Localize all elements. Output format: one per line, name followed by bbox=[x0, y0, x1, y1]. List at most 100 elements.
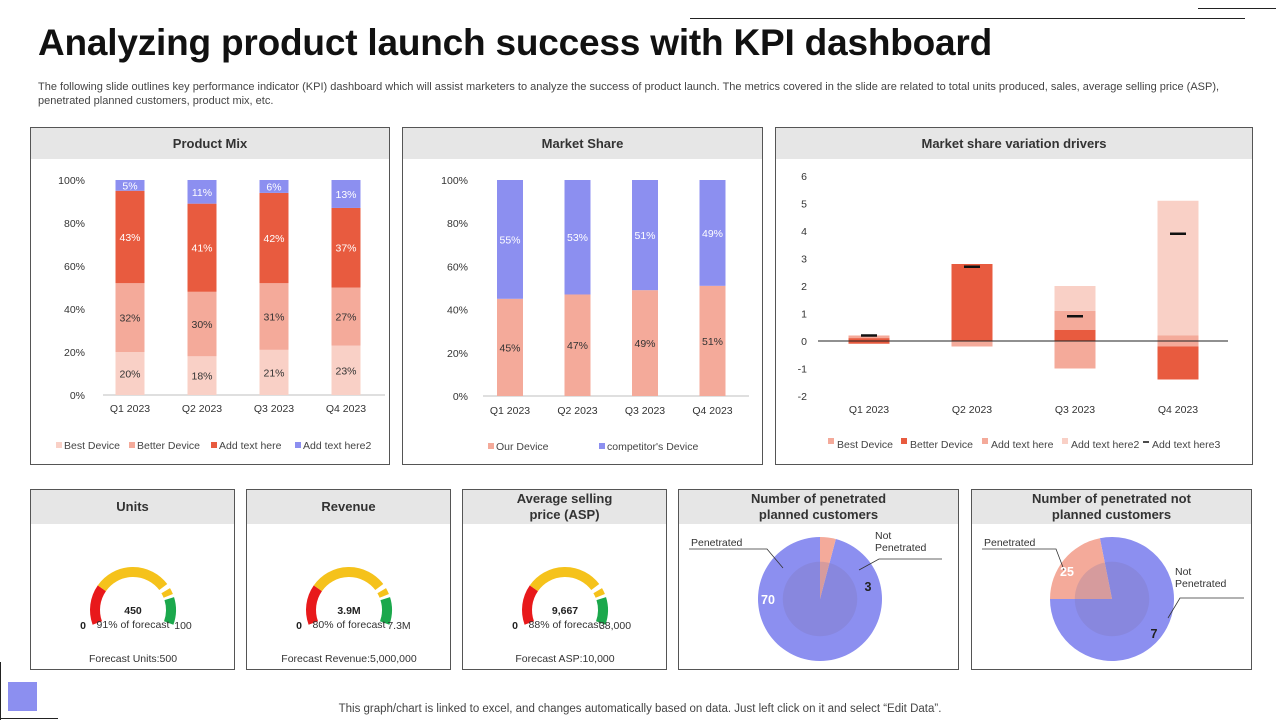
revenue-gauge[interactable]: 3.9M 80% of forecast 0 7.3M Forecast Revenue… bbox=[247, 490, 452, 671]
asp-gauge[interactable]: 9,667 88% of forecast 0 38,000 Forecast ASP:… bbox=[463, 490, 668, 671]
y-tick-label: 5 bbox=[801, 199, 807, 211]
not-planned-customers-panel[interactable]: Number of penetrated not planned custome… bbox=[971, 489, 1252, 670]
data-label: 5% bbox=[122, 180, 137, 192]
legend-label: Better Device bbox=[910, 439, 973, 451]
gauge-value: 9,667 bbox=[552, 605, 578, 617]
market-share-chart[interactable]: 0% 20% 40% 60% 80% 100% 45% 55% Q1 2023 47% 53% Q2 … bbox=[403, 128, 764, 466]
revenue-panel[interactable]: Revenue 3.9M 80% of forecast 0 7.3M Forecast… bbox=[246, 489, 451, 670]
market-share-panel[interactable]: Market Share 0% 20% 40% 60% 80% 100% 45% 55% Q1 … bbox=[402, 127, 763, 465]
top-decor-line bbox=[690, 18, 1245, 19]
asp-title: Average selling price (ASP) bbox=[463, 490, 666, 524]
legend-swatch bbox=[488, 443, 494, 449]
revenue-title: Revenue bbox=[247, 490, 450, 524]
legend-swatch bbox=[828, 438, 834, 444]
corner-decor-line-vertical bbox=[0, 662, 1, 720]
bar-segment bbox=[115, 352, 145, 395]
variation-drivers-chart[interactable]: -2 -1 0 1 2 3 4 5 6 Q1 2023 Q2 2023 Q3 2023 Q4 2023 B… bbox=[776, 128, 1254, 466]
planned-customers-panel[interactable]: Number of penetrated planned customers P… bbox=[678, 489, 959, 670]
y-tick-label: 2 bbox=[801, 281, 807, 293]
callout-label: Penetrated bbox=[691, 537, 743, 549]
units-gauge[interactable]: 450 91% of forecast 0 100 Forecast Units:500 bbox=[31, 490, 236, 671]
callout-line bbox=[1167, 597, 1244, 619]
y-tick-label: 1 bbox=[801, 309, 807, 321]
data-label: 20% bbox=[119, 369, 140, 381]
pie-slice bbox=[1050, 538, 1112, 599]
x-tick-label: Q2 2023 bbox=[952, 404, 992, 416]
y-tick-label: 100% bbox=[441, 175, 468, 187]
bar-segment bbox=[951, 341, 993, 347]
data-label: 51% bbox=[702, 336, 723, 348]
callout-line bbox=[982, 548, 1065, 571]
bar-segment bbox=[259, 349, 289, 395]
callout-label: Penetrated bbox=[1175, 578, 1227, 590]
gauge-percent: 80% of forecast bbox=[313, 619, 386, 631]
gauge-yellow-zone bbox=[97, 567, 168, 592]
page-description: The following slide outlines key perform… bbox=[38, 81, 1220, 107]
planned-customers-title: Number of penetrated planned customers bbox=[679, 490, 958, 524]
x-tick-label: Q4 2023 bbox=[1158, 404, 1198, 416]
x-tick-label: Q1 2023 bbox=[110, 403, 150, 415]
bar-segment bbox=[1157, 200, 1199, 336]
gauge-yellow-zone bbox=[529, 567, 600, 592]
legend-swatch bbox=[1062, 438, 1068, 444]
bar-segment bbox=[115, 180, 145, 191]
legend-swatch bbox=[129, 442, 135, 448]
bar-segment bbox=[497, 180, 523, 299]
gauge-yellow-zone bbox=[313, 567, 384, 592]
gauge-indicator bbox=[593, 588, 605, 598]
data-label: 49% bbox=[634, 338, 655, 350]
x-tick-label: Q1 2023 bbox=[490, 405, 530, 417]
data-label: 51% bbox=[634, 230, 655, 242]
variation-drivers-panel[interactable]: Market share variation drivers -2 -1 0 1 2 3 4… bbox=[775, 127, 1253, 465]
callout-label: Not bbox=[875, 530, 891, 542]
data-label: 31% bbox=[263, 312, 284, 324]
units-panel[interactable]: Units 450 91% of forecast 0 100 Forecast Uni… bbox=[30, 489, 235, 670]
units-title: Units bbox=[31, 490, 234, 524]
bar-segment bbox=[699, 285, 726, 396]
y-tick-label: 40% bbox=[447, 305, 468, 317]
pie-inner-overlay bbox=[1074, 561, 1150, 637]
data-label: 41% bbox=[191, 243, 212, 255]
y-tick-label: 80% bbox=[447, 218, 468, 230]
gauge-footer: Forecast Revenue:5,000,000 bbox=[281, 653, 417, 665]
legend-label: Best Device bbox=[64, 440, 120, 452]
data-label: 53% bbox=[567, 232, 588, 244]
legend-label: Add text here bbox=[219, 440, 282, 452]
footnote: This graph/chart is linked to excel, and… bbox=[338, 703, 942, 715]
y-tick-label: 20% bbox=[64, 347, 85, 359]
legend-label: competitor's Device bbox=[607, 441, 698, 453]
legend-label: Our Device bbox=[496, 441, 549, 453]
pie-inner-overlay bbox=[782, 561, 858, 637]
gauge-indicator bbox=[377, 588, 389, 598]
bar-segment bbox=[1054, 310, 1096, 330]
gauge-percent: 91% of forecast bbox=[97, 619, 170, 631]
y-tick-label: -1 bbox=[798, 364, 807, 376]
market-share-title: Market Share bbox=[403, 128, 762, 159]
y-tick-label: 4 bbox=[801, 226, 807, 238]
bar-segment bbox=[564, 180, 591, 295]
gauge-max: 38,000 bbox=[599, 620, 631, 632]
product-mix-title: Product Mix bbox=[31, 128, 389, 159]
gauge-min: 0 bbox=[80, 620, 86, 632]
product-mix-chart[interactable]: 0% 20% 40% 60% 80% 100% 20% 32% 43% 5% Q1 2023 18% 3… bbox=[31, 128, 391, 466]
gauge-footer: Forecast Units:500 bbox=[89, 653, 177, 665]
not-planned-title-line-1: Number of penetrated not bbox=[1032, 491, 1191, 506]
y-tick-label: 0 bbox=[801, 336, 807, 348]
bar-segment bbox=[115, 190, 145, 284]
asp-title-line-1: Average selling bbox=[516, 491, 613, 506]
legend-label: Better Device bbox=[137, 440, 200, 452]
data-label: 47% bbox=[567, 340, 588, 352]
gauge-footer: Forecast ASP:10,000 bbox=[515, 653, 614, 665]
data-label: 6% bbox=[266, 181, 281, 193]
product-mix-panel[interactable]: Product Mix 0% 20% 40% 60% 80% 100% 20% 32% 43% 5… bbox=[30, 127, 390, 465]
data-label: 45% bbox=[499, 342, 520, 354]
asp-panel[interactable]: Average selling price (ASP) 9,667 88% of … bbox=[462, 489, 667, 670]
bar-segment bbox=[187, 203, 217, 292]
data-label: 11% bbox=[192, 187, 212, 199]
bar-segment bbox=[699, 180, 726, 286]
bar-segment bbox=[187, 291, 217, 357]
data-label: 55% bbox=[499, 234, 520, 246]
bar-segment bbox=[632, 180, 658, 291]
